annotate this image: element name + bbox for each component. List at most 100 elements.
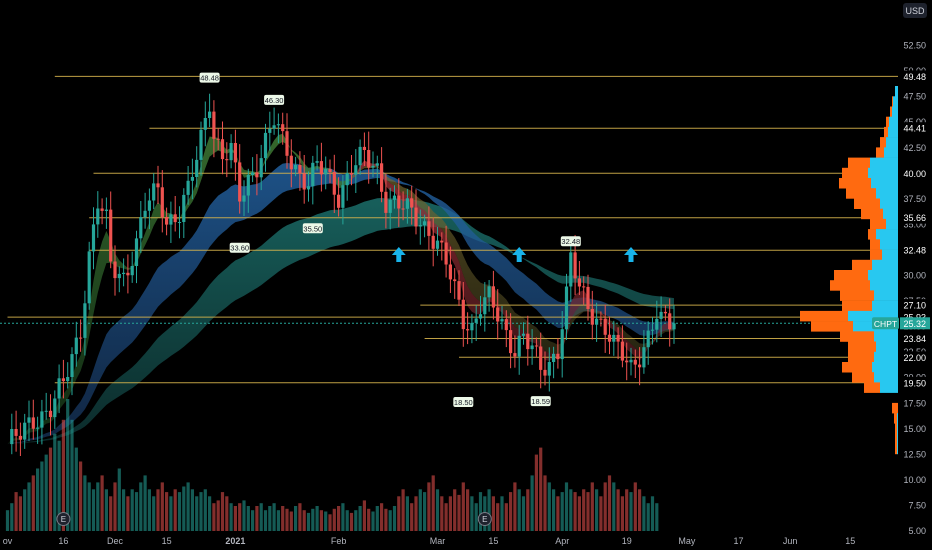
candle-body <box>423 221 427 226</box>
last-price-badge <box>900 317 930 330</box>
time-tick-label: 15 <box>162 536 172 546</box>
volume-bar <box>10 503 14 531</box>
candle-body <box>255 172 259 178</box>
volume-bar <box>315 506 319 531</box>
candle-body <box>48 410 53 418</box>
volume-profile-bar-up <box>872 259 898 271</box>
volume-bar <box>337 506 341 531</box>
level-label-background <box>900 70 930 83</box>
up-arrow-icon <box>391 247 406 263</box>
volume-bar <box>655 503 659 531</box>
candle-body <box>100 208 104 211</box>
level-label: 44.41 <box>903 124 926 134</box>
candle-body <box>474 318 478 323</box>
volume-profile-bar-up <box>868 167 898 179</box>
volume-bar <box>539 447 543 531</box>
price-axis[interactable]: USD 52.5050.0047.5045.0042.5040.0037.503… <box>872 0 932 550</box>
volume-bar <box>478 492 483 531</box>
candle-body <box>646 330 650 348</box>
volume-profile-bar-up <box>883 208 898 220</box>
volume-bar <box>18 496 22 531</box>
candle-body <box>337 194 341 208</box>
volume-bar <box>66 399 70 531</box>
price-axis-background <box>898 0 932 550</box>
volume-bar <box>169 496 173 531</box>
volume-bar <box>646 503 650 531</box>
volume-bar <box>564 482 569 531</box>
volume-bar <box>298 503 302 531</box>
candle-body <box>470 322 474 331</box>
candle-body <box>225 159 229 161</box>
volume-bar <box>603 482 607 531</box>
candle-body <box>384 191 388 213</box>
volume-bar <box>526 489 530 531</box>
candle-body <box>388 199 392 213</box>
candle-body <box>435 240 440 249</box>
volume-bar <box>448 496 452 531</box>
volume-profile-bar-up <box>884 147 898 158</box>
volume-profile-bar-down <box>839 178 871 189</box>
volume-bar <box>216 500 220 531</box>
candle-body <box>212 111 216 139</box>
level-label: 40.00 <box>903 169 926 179</box>
currency-badge[interactable] <box>903 3 927 18</box>
volume-bar <box>285 508 289 531</box>
symbol-badge <box>872 317 899 330</box>
price-tick-label: 37.50 <box>903 194 926 204</box>
price-tick-label: 42.50 <box>903 143 926 153</box>
volume-profile-bar-down <box>886 116 889 128</box>
volume-bar <box>582 489 586 531</box>
level-label-background <box>900 299 930 312</box>
volume-bar <box>444 503 448 531</box>
volume-bar <box>509 492 513 531</box>
volume-bar <box>165 492 169 531</box>
candle-body <box>66 377 70 382</box>
volume-bar <box>255 506 259 531</box>
volume-bar <box>246 506 250 531</box>
price-tag-label: 33.60 <box>230 244 249 253</box>
volume-profile-bar-down <box>895 423 897 434</box>
candle-body <box>650 329 655 331</box>
ema-ribbon-mid <box>7 163 674 445</box>
volume-bar <box>251 510 255 531</box>
time-axis[interactable]: ov 16 Dec 15 2021 Feb Mar 15 Apr 19 May 17 Jun 15 <box>3 536 856 546</box>
candle-body <box>220 139 225 160</box>
volume-bar <box>208 496 212 531</box>
volume-profile-bar-down <box>848 157 870 169</box>
volume-profile-bar-up <box>868 270 898 281</box>
volume-bar <box>109 496 113 531</box>
candle-body <box>397 195 401 209</box>
volume-bar <box>5 510 10 531</box>
volume-bar <box>358 506 362 531</box>
candle-body <box>173 214 177 223</box>
candle-body <box>242 195 246 202</box>
volume-profile-bar-down <box>884 126 888 138</box>
time-tick-label: Jun <box>783 536 798 546</box>
volume-profile-bar-up <box>876 188 898 199</box>
volume-bar <box>616 489 620 531</box>
candle-body <box>513 353 517 357</box>
candle-body <box>263 132 268 159</box>
candle-body <box>139 217 143 239</box>
volume-bar <box>294 506 298 531</box>
candle-body <box>620 341 624 361</box>
candle-body <box>61 378 65 382</box>
volume-bar <box>431 475 435 531</box>
candle-body <box>595 318 599 325</box>
candle-body <box>96 208 100 225</box>
volume-bar <box>199 492 203 531</box>
level-label: 23.84 <box>903 334 926 344</box>
volume-bar <box>612 482 616 531</box>
volume-bar <box>620 496 624 531</box>
volume-profile-bar-up <box>886 218 898 230</box>
candle-body <box>362 146 366 150</box>
candle-body <box>405 198 409 209</box>
candle-body <box>345 173 349 186</box>
volume-profile-bar-up <box>897 413 898 424</box>
candle-body <box>401 208 405 210</box>
level-label: 35.66 <box>903 213 926 223</box>
volume-bar <box>500 496 504 531</box>
price-tag <box>264 94 285 105</box>
candle-body <box>186 180 190 195</box>
